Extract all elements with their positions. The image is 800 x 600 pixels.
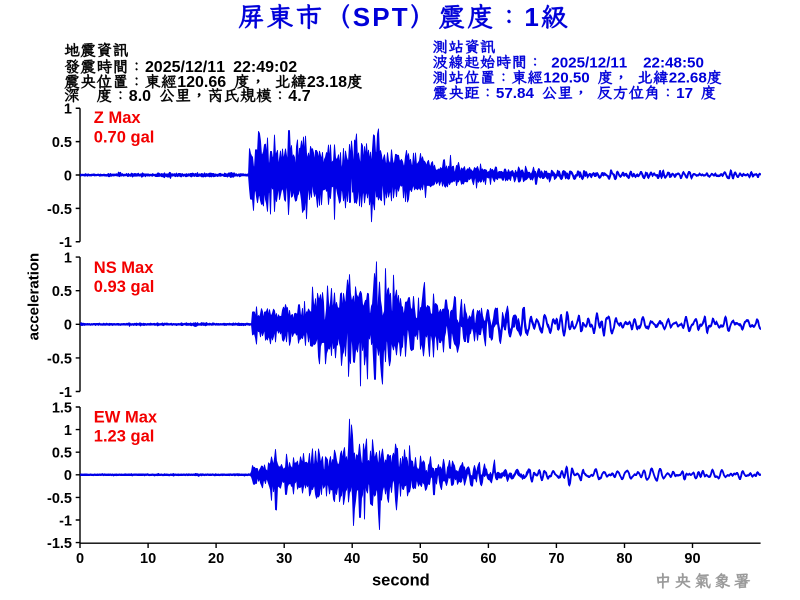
- svg-text:second: second: [372, 572, 430, 590]
- svg-text:0.93 gal: 0.93 gal: [94, 278, 155, 296]
- svg-text:-1: -1: [59, 385, 72, 401]
- svg-text:30: 30: [276, 551, 292, 567]
- svg-text:23.18: 23.18: [307, 74, 347, 91]
- svg-text:8.0: 8.0: [129, 88, 151, 105]
- svg-text:70: 70: [548, 551, 564, 567]
- svg-text:4.7: 4.7: [288, 88, 310, 105]
- svg-text:0.5: 0.5: [52, 446, 72, 462]
- svg-text:40: 40: [344, 551, 360, 567]
- svg-text:-1.5: -1.5: [47, 536, 72, 552]
- svg-text:0: 0: [64, 468, 72, 484]
- svg-text:Z Max: Z Max: [94, 109, 142, 127]
- svg-text:NS Max: NS Max: [94, 259, 154, 277]
- svg-text:-1: -1: [59, 513, 72, 529]
- svg-text:90: 90: [684, 551, 700, 567]
- svg-text:0.5: 0.5: [52, 135, 72, 151]
- svg-text:80: 80: [616, 551, 632, 567]
- svg-text:1.23 gal: 1.23 gal: [94, 428, 155, 446]
- svg-text:1: 1: [524, 2, 538, 32]
- svg-text:-1: -1: [59, 235, 72, 251]
- svg-text:60: 60: [480, 551, 496, 567]
- svg-text:acceleration: acceleration: [26, 253, 43, 341]
- svg-text:-0.5: -0.5: [47, 202, 72, 218]
- svg-text:0: 0: [64, 318, 72, 334]
- svg-text:SPT: SPT: [353, 2, 408, 32]
- svg-text:17: 17: [676, 85, 693, 102]
- svg-text:120.50: 120.50: [543, 70, 589, 87]
- svg-text:1.5: 1.5: [52, 400, 72, 416]
- svg-text:1: 1: [64, 102, 72, 118]
- svg-text:-0.5: -0.5: [47, 491, 72, 507]
- svg-text:20: 20: [208, 551, 224, 567]
- svg-text:1: 1: [64, 251, 72, 267]
- svg-text:0: 0: [76, 551, 84, 567]
- svg-text:0.5: 0.5: [52, 284, 72, 300]
- svg-text:0: 0: [64, 168, 72, 184]
- svg-text:1: 1: [64, 423, 72, 439]
- svg-text:50: 50: [412, 551, 428, 567]
- svg-text:10: 10: [140, 551, 156, 567]
- svg-text:-0.5: -0.5: [47, 351, 72, 367]
- svg-text:0.70 gal: 0.70 gal: [94, 128, 155, 146]
- svg-text:57.84: 57.84: [496, 85, 535, 102]
- svg-text:22.68: 22.68: [669, 70, 707, 87]
- svg-text:EW Max: EW Max: [94, 408, 158, 426]
- svg-text:120.66: 120.66: [177, 74, 226, 91]
- svg-text:2025/12/1122:49:02: 2025/12/1122:49:02: [145, 59, 297, 76]
